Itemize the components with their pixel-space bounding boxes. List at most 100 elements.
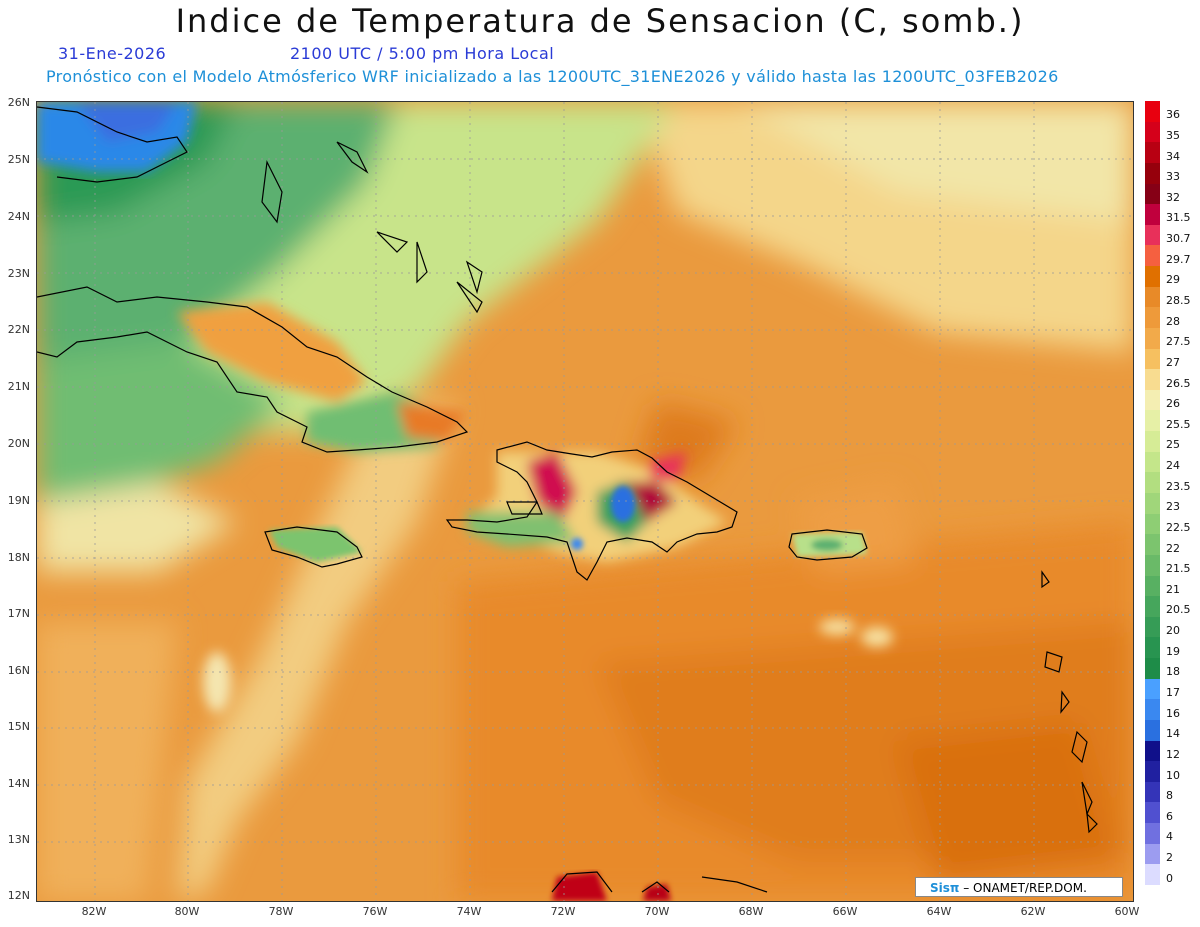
color-scale-swatch — [1145, 864, 1160, 886]
lon-label: 68W — [738, 905, 764, 918]
color-scale-swatch — [1145, 224, 1160, 246]
color-scale-label: 22 — [1166, 541, 1180, 555]
heat-index-map — [36, 101, 1134, 902]
color-scale-swatch — [1145, 245, 1160, 267]
color-scale-label: 34 — [1166, 149, 1180, 163]
color-scale-label: 25 — [1166, 438, 1180, 452]
color-scale-swatch — [1145, 575, 1160, 597]
color-scale-swatch — [1145, 616, 1160, 638]
lat-label: 17N — [7, 607, 30, 620]
color-scale-label: 22.5 — [1166, 520, 1191, 534]
color-scale-bar — [1145, 101, 1160, 886]
lat-label: 20N — [7, 437, 30, 450]
lat-label: 24N — [7, 210, 30, 223]
color-scale-label: 2 — [1166, 851, 1173, 865]
lon-label: 72W — [550, 905, 576, 918]
sispi-logo: Sisπ — [930, 881, 960, 895]
color-scale-swatch — [1145, 658, 1160, 680]
color-scale-swatch — [1145, 121, 1160, 143]
color-scale-swatch — [1145, 286, 1160, 308]
color-scale-swatch — [1145, 204, 1160, 226]
lon-label: 80W — [174, 905, 200, 918]
color-scale-label: 26 — [1166, 397, 1180, 411]
color-scale-label: 19 — [1166, 644, 1180, 658]
color-scale-label: 16 — [1166, 706, 1180, 720]
color-scale-label: 26.5 — [1166, 376, 1191, 390]
color-scale-swatch — [1145, 101, 1160, 123]
color-scale-label: 21.5 — [1166, 562, 1191, 576]
color-scale-label: 29 — [1166, 273, 1180, 287]
color-scale-swatch — [1145, 389, 1160, 411]
color-scale-swatch — [1145, 307, 1160, 329]
lat-label: 12N — [7, 889, 30, 902]
color-scale-swatch — [1145, 596, 1160, 618]
color-scale-swatch — [1145, 678, 1160, 700]
lat-label: 15N — [7, 720, 30, 733]
color-scale-swatch — [1145, 534, 1160, 556]
color-scale-swatch — [1145, 162, 1160, 185]
map-canvas — [37, 102, 1133, 901]
color-scale-label: 31.5 — [1166, 211, 1191, 225]
lat-label: 26N — [7, 96, 30, 109]
color-scale-swatch — [1145, 451, 1160, 473]
lon-label: 82W — [81, 905, 107, 918]
color-scale-label: 14 — [1166, 727, 1180, 741]
color-scale-label: 18 — [1166, 665, 1180, 679]
lat-label: 19N — [7, 494, 30, 507]
lat-label: 22N — [7, 323, 30, 336]
forecast-date: 31-Ene-2026 — [58, 44, 167, 63]
color-scale-swatch — [1145, 843, 1160, 865]
lon-label: 60W — [1114, 905, 1140, 918]
color-scale-label: 28 — [1166, 314, 1180, 328]
lat-label: 16N — [7, 664, 30, 677]
color-scale-label: 27.5 — [1166, 335, 1191, 349]
color-scale-swatch — [1145, 513, 1160, 535]
color-scale-label: 29.7 — [1166, 252, 1191, 266]
credit-box: Sisπ – ONAMET/REP.DOM. — [915, 877, 1123, 897]
color-scale-label: 12 — [1166, 747, 1180, 761]
lat-label: 14N — [7, 777, 30, 790]
lon-label: 74W — [456, 905, 482, 918]
lat-label: 13N — [7, 833, 30, 846]
lat-label: 18N — [7, 551, 30, 564]
color-scale-swatch — [1145, 493, 1160, 515]
color-scale-label: 25.5 — [1166, 417, 1191, 431]
color-scale-label: 33 — [1166, 170, 1180, 184]
color-scale-label: 32 — [1166, 190, 1180, 204]
color-scale-swatch — [1145, 637, 1160, 659]
lat-label: 23N — [7, 267, 30, 280]
map-title: Indice de Temperatura de Sensacion (C, s… — [175, 2, 1025, 40]
color-scale-swatch — [1145, 472, 1160, 494]
color-scale-label: 24 — [1166, 459, 1180, 473]
color-scale-swatch — [1145, 823, 1160, 845]
color-scale-swatch — [1145, 327, 1160, 350]
color-scale-label: 35 — [1166, 128, 1180, 142]
color-scale-swatch — [1145, 802, 1160, 824]
color-scale-label: 17 — [1166, 686, 1180, 699]
color-scale-label: 30.7 — [1166, 232, 1191, 246]
color-scale-swatch — [1145, 183, 1160, 205]
color-scale-label: 27 — [1166, 355, 1180, 369]
color-scale-swatch — [1145, 142, 1160, 164]
color-scale-label: 20.5 — [1166, 603, 1191, 617]
color-scale-label: 4 — [1166, 830, 1173, 844]
model-info-line: Pronóstico con el Modelo Atmósferico WRF… — [46, 67, 1059, 86]
lat-lon-grid — [37, 102, 1133, 901]
color-scale-swatch — [1145, 554, 1160, 577]
color-scale-label: 6 — [1166, 809, 1173, 823]
lon-label: 70W — [644, 905, 670, 918]
credit-text: – ONAMET/REP.DOM. — [959, 881, 1087, 895]
color-scale-swatch — [1145, 431, 1160, 453]
color-scale-label: 0 — [1166, 871, 1173, 885]
color-scale-swatch — [1145, 761, 1160, 783]
color-scale-label: 23.5 — [1166, 479, 1191, 493]
lat-label: 21N — [7, 380, 30, 393]
color-scale-label: 21 — [1166, 582, 1180, 596]
lon-label: 64W — [926, 905, 952, 918]
coastlines — [37, 106, 1098, 893]
color-scale-swatch — [1145, 266, 1160, 288]
color-scale-label: 20 — [1166, 624, 1180, 638]
forecast-time: 2100 UTC / 5:00 pm Hora Local — [290, 44, 555, 63]
color-scale-swatch — [1145, 369, 1160, 391]
color-scale-label: 8 — [1166, 789, 1173, 803]
